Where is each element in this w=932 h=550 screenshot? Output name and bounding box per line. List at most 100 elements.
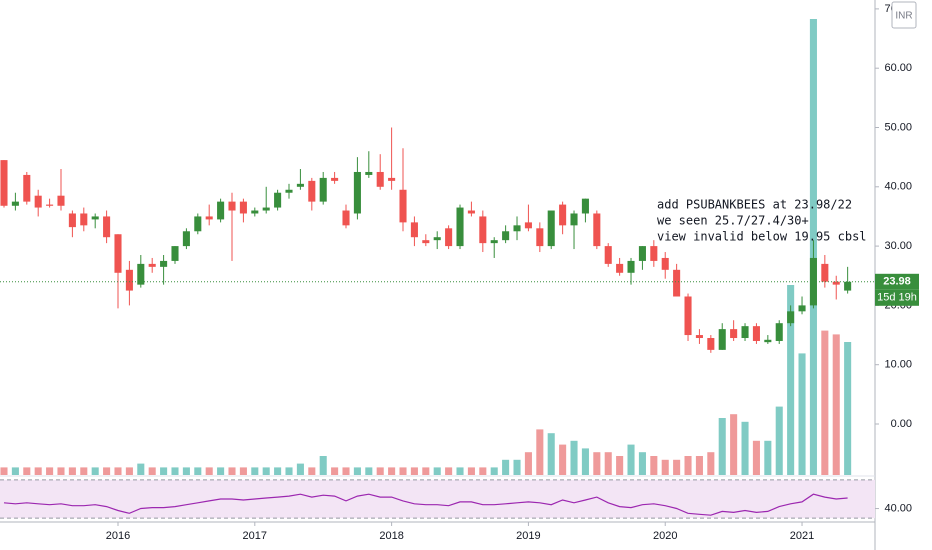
- countdown-tag: [875, 289, 919, 306]
- volume-bar: [775, 406, 783, 475]
- candle-body: [125, 269, 133, 291]
- last-price-tag: [875, 273, 919, 290]
- volume-bar: [228, 467, 236, 475]
- volume-bar: [308, 467, 316, 475]
- candle-body: [513, 225, 521, 232]
- currency-badge[interactable]: [891, 1, 917, 29]
- rsi-line: [3, 493, 848, 516]
- annotation-line: we seen 25.7/27.4/30+: [657, 214, 809, 228]
- volume-bar: [148, 467, 156, 475]
- volume-bar: [34, 467, 42, 475]
- candle-body: [661, 257, 669, 270]
- volume-bar: [11, 467, 19, 475]
- candle-body: [103, 216, 111, 238]
- candle-body: [296, 183, 304, 187]
- y-tick-label: 60.00: [884, 62, 912, 74]
- volume-bar: [68, 467, 76, 475]
- volume-bar: [604, 452, 612, 475]
- volume-bar: [342, 467, 350, 475]
- volume-bar: [570, 440, 578, 475]
- candle-body: [171, 246, 179, 261]
- volume-bar: [0, 467, 8, 475]
- volume-bar: [365, 467, 373, 475]
- volume-bar: [650, 456, 658, 475]
- y-tick-label: 10.00: [884, 359, 912, 371]
- candle-body: [627, 260, 635, 273]
- candle-body: [604, 246, 612, 264]
- volume-bar: [798, 353, 806, 475]
- volume-bar: [46, 467, 54, 475]
- candle-body: [479, 216, 487, 244]
- volume-bar: [182, 467, 190, 475]
- candle-body: [832, 281, 840, 285]
- volume-bar: [764, 440, 772, 475]
- volume-bar: [479, 467, 487, 475]
- x-tick-label: 2016: [106, 530, 130, 542]
- volume-bar: [262, 467, 270, 475]
- candle-body: [433, 237, 441, 241]
- annotation-line: view invalid below 19.95 cbsl: [657, 230, 867, 244]
- volume-bar: [171, 467, 179, 475]
- candle-body: [752, 326, 760, 341]
- volume-bar: [559, 444, 567, 475]
- volume-bar: [205, 467, 213, 475]
- volume-bar: [194, 467, 202, 475]
- candle-body: [456, 207, 464, 247]
- y-tick-label: 40.00: [884, 181, 912, 193]
- volume-bar: [137, 463, 145, 475]
- volume-bar: [684, 456, 692, 475]
- volume-bar: [707, 452, 715, 475]
- volume-bar: [433, 467, 441, 475]
- volume-bar: [160, 467, 168, 475]
- candle-body: [559, 204, 567, 226]
- candle-body: [422, 240, 430, 244]
- candle-body: [11, 201, 19, 206]
- candle-body: [194, 216, 202, 232]
- candle-body: [650, 246, 658, 261]
- volume-bar: [638, 452, 646, 475]
- candle-body: [46, 204, 54, 206]
- candle-body: [217, 201, 225, 220]
- candle-body: [182, 231, 190, 247]
- volume-bar: [752, 440, 760, 475]
- candle-body: [319, 177, 327, 202]
- candle-body: [68, 213, 76, 228]
- volume-bar: [467, 467, 475, 475]
- x-tick-label: 2018: [379, 530, 403, 542]
- candle-body: [285, 189, 293, 193]
- volume-bar: [661, 459, 669, 475]
- volume-bar: [673, 459, 681, 475]
- volume-bar: [376, 467, 384, 475]
- candle-body: [787, 311, 795, 324]
- volume-bar: [741, 421, 749, 475]
- candle-body: [467, 210, 475, 214]
- candle-body: [228, 201, 236, 211]
- candle-body: [707, 338, 715, 350]
- y-tick-label: 0.00: [891, 418, 912, 430]
- candle-body: [616, 263, 624, 273]
- volume-bar: [80, 467, 88, 475]
- currency: INR: [895, 11, 912, 22]
- x-tick-label: 2021: [790, 530, 814, 542]
- candle-body: [23, 174, 31, 202]
- annotation-line: add PSUBANKBEES at 23.98/22: [657, 198, 852, 212]
- volume-bar: [239, 467, 247, 475]
- volume-bar: [513, 459, 521, 475]
- volume-bar: [821, 330, 829, 475]
- volume-bar: [490, 467, 498, 475]
- candle-body: [410, 222, 418, 238]
- candle-body: [490, 240, 498, 244]
- volume-bar: [844, 342, 852, 475]
- volume-bar: [319, 456, 327, 475]
- candle-body: [593, 213, 601, 247]
- candle-body: [57, 195, 65, 206]
- candle-body: [114, 234, 122, 273]
- volume-bar: [251, 467, 259, 475]
- candle-body: [844, 281, 852, 291]
- volume-bar: [296, 463, 304, 475]
- volume-bar: [114, 467, 122, 475]
- x-tick-label: 2020: [653, 530, 677, 542]
- candle-body: [821, 263, 829, 282]
- candle-body: [730, 329, 738, 339]
